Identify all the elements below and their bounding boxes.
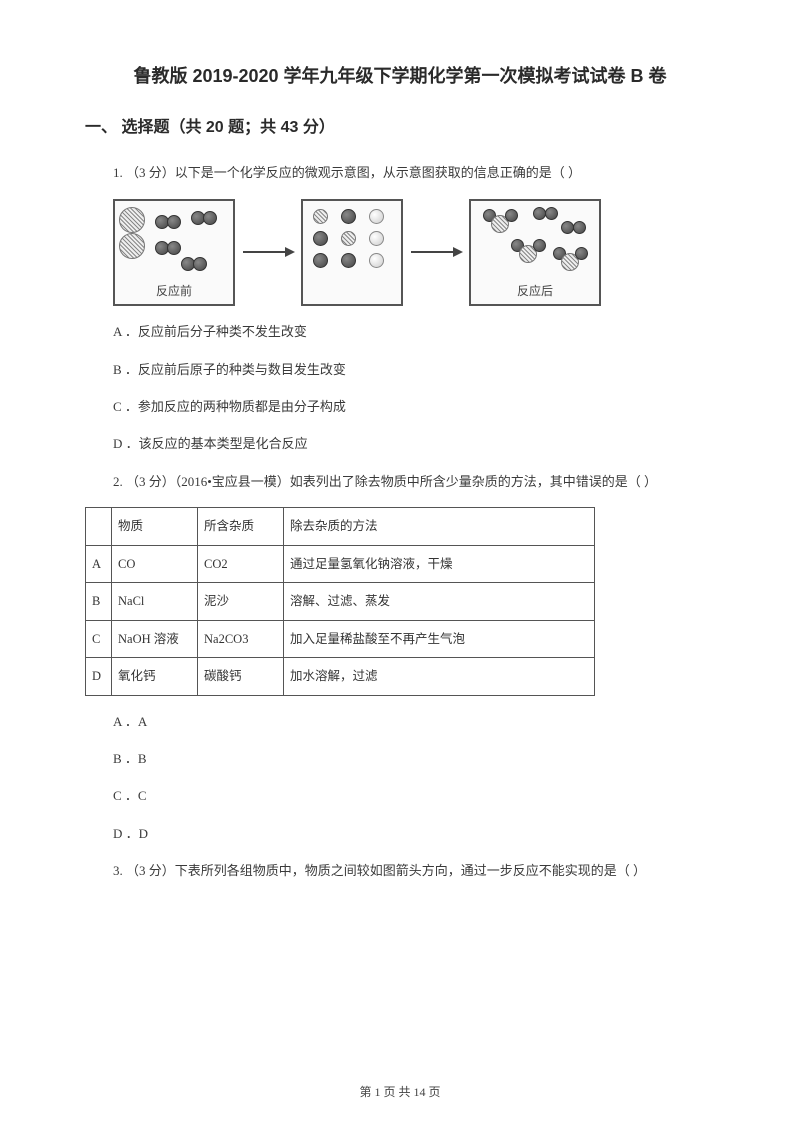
table-cell: NaOH 溶液 (112, 620, 198, 658)
table-cell: Na2CO3 (198, 620, 284, 658)
q2-option-a: A ．A (113, 710, 715, 733)
table-row: A CO CO2 通过足量氢氧化钠溶液，干燥 (86, 545, 595, 583)
q2-table: 物质 所含杂质 除去杂质的方法 A CO CO2 通过足量氢氧化钠溶液，干燥 B… (85, 507, 595, 696)
q2-option-d: D ．D (113, 822, 715, 845)
table-cell: 加入足量稀盐酸至不再产生气泡 (284, 620, 595, 658)
table-cell: 溶解、过滤、蒸发 (284, 583, 595, 621)
arrow-icon (241, 243, 295, 261)
table-row: B NaCl 泥沙 溶解、过滤、蒸发 (86, 583, 595, 621)
section-heading: 一、 选择题（共 20 题；共 43 分） (85, 114, 715, 143)
table-row: C NaOH 溶液 Na2CO3 加入足量稀盐酸至不再产生气泡 (86, 620, 595, 658)
page-title: 鲁教版 2019-2020 学年九年级下学期化学第一次模拟考试试卷 B 卷 (85, 60, 715, 92)
q1-option-b: B ．反应前后原子的种类与数目发生改变 (113, 358, 715, 381)
table-cell: 物质 (112, 508, 198, 546)
diagram-box-middle (301, 199, 403, 307)
table-cell: 加水溶解，过滤 (284, 658, 595, 696)
label-mid (351, 281, 354, 305)
table-cell: 所含杂质 (198, 508, 284, 546)
q1-stem: 1. （3 分）以下是一个化学反应的微观示意图，从示意图获取的信息正确的是（ ） (113, 161, 715, 184)
table-cell (86, 508, 112, 546)
table-cell: 除去杂质的方法 (284, 508, 595, 546)
table-cell: C (86, 620, 112, 658)
table-cell: NaCl (112, 583, 198, 621)
page-footer: 第 1 页 共 14 页 (0, 1082, 800, 1104)
q1-diagram: 反应前 (113, 199, 715, 307)
table-row: D 氧化钙 碳酸钙 加水溶解，过滤 (86, 658, 595, 696)
table-cell: 碳酸钙 (198, 658, 284, 696)
table-cell: 通过足量氢氧化钠溶液，干燥 (284, 545, 595, 583)
q1-option-c: C ．参加反应的两种物质都是由分子构成 (113, 395, 715, 418)
q2-stem: 2. （3 分）（2016•宝应县一模）如表列出了除去物质中所含少量杂质的方法，… (113, 470, 715, 493)
table-cell: CO (112, 545, 198, 583)
table-row: 物质 所含杂质 除去杂质的方法 (86, 508, 595, 546)
q2-option-b: B ．B (113, 747, 715, 770)
table-cell: CO2 (198, 545, 284, 583)
diagram-box-after: 反应后 (469, 199, 601, 307)
table-cell: 泥沙 (198, 583, 284, 621)
table-cell: D (86, 658, 112, 696)
label-before: 反应前 (156, 281, 192, 305)
q3-stem: 3. （3 分）下表所列各组物质中，物质之间较如图箭头方向，通过一步反应不能实现… (113, 859, 715, 882)
table-cell: A (86, 545, 112, 583)
arrow-icon (409, 243, 463, 261)
q2-option-c: C ．C (113, 784, 715, 807)
diagram-box-before: 反应前 (113, 199, 235, 307)
label-after: 反应后 (517, 281, 553, 305)
table-cell: B (86, 583, 112, 621)
table-cell: 氧化钙 (112, 658, 198, 696)
q1-option-d: D ．该反应的基本类型是化合反应 (113, 432, 715, 455)
q1-option-a: A ．反应前后分子种类不发生改变 (113, 320, 715, 343)
